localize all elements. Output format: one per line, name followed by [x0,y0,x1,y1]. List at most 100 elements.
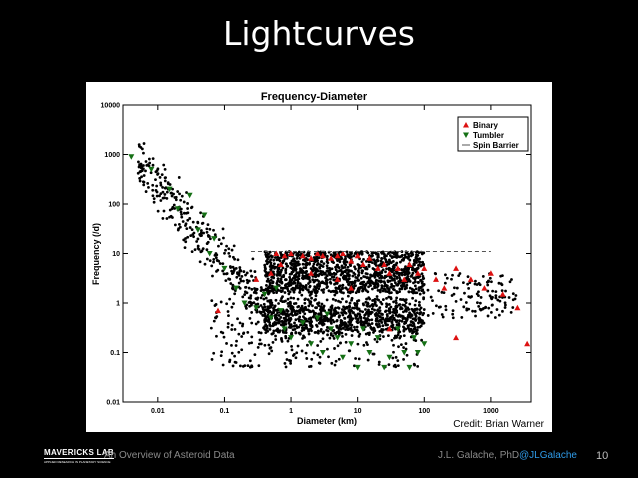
asteroid-point [224,248,227,252]
tumbler-point [314,315,321,321]
asteroid-point [329,281,333,285]
asteroid-point [290,344,293,348]
asteroid-point [276,311,279,315]
asteroid-point [490,297,494,301]
asteroid-point [325,258,329,261]
asteroid-point [375,295,379,298]
tumbler-point [148,166,155,173]
asteroid-point [171,216,174,219]
asteroid-point [368,297,372,301]
asteroid-point [234,344,238,347]
asteroid-point [142,151,145,155]
asteroid-point [377,322,381,326]
asteroid-point [340,264,344,268]
asteroid-point [274,329,278,332]
asteroid-point [284,331,288,335]
asteroid-point [334,286,338,290]
asteroid-point [400,319,404,323]
asteroid-point [180,215,184,219]
asteroid-point [264,267,267,271]
asteroid-point [341,266,344,270]
asteroid-point [189,234,193,238]
asteroid-point [264,296,268,300]
asteroid-point [307,262,311,266]
asteroid-point [151,163,155,167]
asteroid-point [317,301,321,305]
asteroid-point [375,258,379,262]
asteroid-point [419,285,423,289]
asteroid-point [420,289,424,292]
asteroid-point [339,327,343,331]
asteroid-point [314,330,318,334]
asteroid-point [478,301,482,305]
asteroid-point [317,361,321,365]
asteroid-point [312,262,316,266]
asteroid-point [467,286,471,290]
asteroid-point [247,279,251,283]
asteroid-point [337,357,341,361]
asteroid-point [338,260,342,264]
asteroid-point [422,297,425,301]
asteroid-point [227,314,230,318]
asteroid-point [341,286,344,290]
asteroid-point [262,310,266,314]
asteroid-point [196,220,200,224]
asteroid-point [341,283,345,287]
asteroid-point [227,251,231,255]
asteroid-point [181,220,185,223]
asteroid-point [335,291,339,294]
asteroid-point [336,263,339,267]
asteroid-point [453,286,456,290]
asteroid-point [338,269,341,273]
asteroid-point [295,351,299,355]
asteroid-point [329,308,333,312]
asteroid-point [159,181,163,185]
footer-twitter-handle[interactable]: @JLGalache [519,450,577,461]
asteroid-point [395,276,399,280]
slide-page-number: 10 [596,450,609,462]
asteroid-point [466,282,470,286]
asteroid-point [173,223,177,227]
asteroid-point [281,300,284,303]
asteroid-point [267,319,271,323]
asteroid-point [379,280,383,284]
asteroid-point [381,328,385,332]
asteroid-point [182,200,186,204]
asteroid-point [399,343,403,347]
asteroid-point [295,257,299,260]
asteroid-point [192,235,195,239]
asteroid-point [326,329,330,333]
asteroid-point [501,296,504,299]
asteroid-point [142,183,146,187]
binary-point [253,276,260,282]
asteroid-point [294,267,298,271]
asteroid-point [388,254,392,257]
asteroid-point [403,267,406,271]
asteroid-point [394,355,398,359]
asteroid-point [484,305,488,309]
asteroid-point [276,279,280,283]
asteroid-point [500,283,504,287]
asteroid-point [333,347,336,350]
asteroid-point [309,364,313,368]
asteroid-point [300,304,304,308]
asteroid-point [320,302,324,306]
asteroid-point [463,291,466,295]
y-tick-label: 1000 [104,152,120,159]
asteroid-point [380,321,384,324]
asteroid-point [142,164,145,167]
asteroid-point [464,301,468,304]
asteroid-point [276,255,280,259]
asteroid-point [296,297,300,301]
asteroid-point [420,338,424,342]
asteroid-point [242,270,246,273]
asteroid-point [431,299,434,303]
asteroid-point [159,192,163,196]
asteroid-point [350,269,353,273]
asteroid-point [444,308,448,312]
asteroid-point [239,277,242,281]
asteroid-point [411,317,415,321]
asteroid-point [196,237,200,241]
asteroid-point [497,281,501,285]
asteroid-point [273,256,277,259]
